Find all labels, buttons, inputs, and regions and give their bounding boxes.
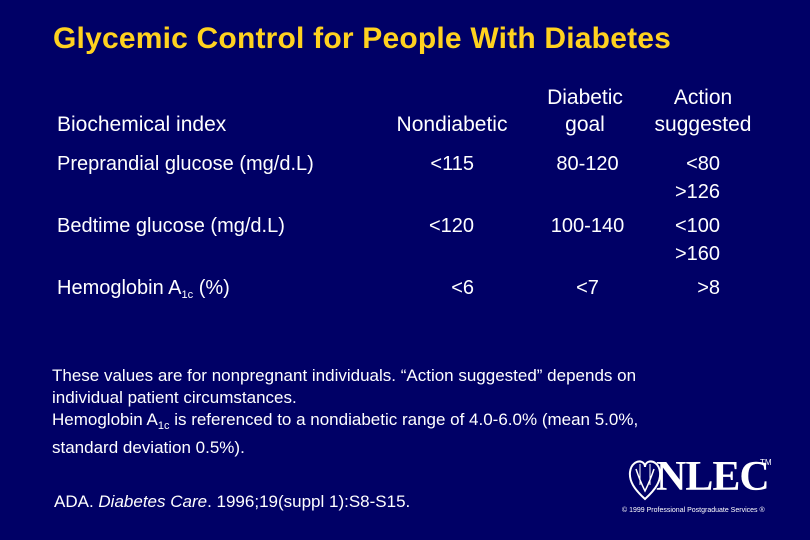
footnote-line2: individual patient circumstances. xyxy=(52,388,297,407)
row-hemoglobin-nondiabetic: <6 xyxy=(451,277,474,299)
logo-text: NLEC xyxy=(656,454,770,500)
row-preprandial-goal: 80-120 xyxy=(556,153,619,175)
copyright-text: © 1999 Professional Postgraduate Service… xyxy=(622,507,765,514)
reference-journal: Diabetes Care xyxy=(98,492,208,511)
header-diabetic-goal: Diabetic goal xyxy=(530,84,640,138)
footnote: These values are for nonpregnant individ… xyxy=(52,365,772,459)
row-bedtime-action-low: <100 xyxy=(674,215,720,237)
row-preprandial-action-high: >126 xyxy=(674,181,720,203)
header-biochemical-index: Biochemical index xyxy=(57,113,227,136)
header-action-line2: suggested xyxy=(654,113,752,136)
reference: ADA. Diabetes Care. 1996;19(suppl 1):S8-… xyxy=(54,492,410,512)
row-bedtime-action-high: >160 xyxy=(674,243,720,265)
row-hemoglobin-action: >8 xyxy=(697,277,720,299)
footnote-line3-prefix: Hemoglobin A xyxy=(52,410,158,429)
row-preprandial-index: Preprandial glucose (mg/d.L) xyxy=(57,153,314,175)
header-diabetic-goal-line1: Diabetic xyxy=(547,86,623,109)
footnote-line3: Hemoglobin A1c is referenced to a nondia… xyxy=(52,409,772,437)
header-action-suggested: Action suggested xyxy=(640,84,766,138)
row-preprandial-action-low: <80 xyxy=(686,153,720,175)
nlec-logo: NLEC xyxy=(628,454,773,501)
header-nondiabetic: Nondiabetic xyxy=(396,113,508,136)
slide-title: Glycemic Control for People With Diabete… xyxy=(53,22,672,55)
footnote-line3-suffix: is referenced to a nondiabetic range of … xyxy=(169,410,639,429)
row-hemoglobin-sub: 1c xyxy=(181,289,194,301)
row-bedtime-goal: 100-140 xyxy=(550,215,625,237)
row-bedtime-index: Bedtime glucose (mg/d.L) xyxy=(57,215,285,237)
row-hemoglobin-index: Hemoglobin A1c (%) xyxy=(57,274,230,310)
row-hemoglobin-suffix: (%) xyxy=(193,277,230,299)
row-hemoglobin-prefix: Hemoglobin A xyxy=(57,277,182,299)
reference-citation: . 1996;19(suppl 1):S8-S15. xyxy=(207,492,411,511)
heart-emblem-icon xyxy=(628,460,662,501)
row-preprandial-nondiabetic: <115 xyxy=(430,153,474,175)
reference-authors: ADA. xyxy=(54,492,99,511)
trademark-mark: TM xyxy=(760,458,772,467)
row-hemoglobin-goal: <7 xyxy=(576,277,599,299)
footnote-line1: These values are for nonpregnant individ… xyxy=(52,366,637,385)
header-action-line1: Action xyxy=(673,86,733,109)
row-bedtime-nondiabetic: <120 xyxy=(428,215,474,237)
footnote-line4: standard deviation 0.5%). xyxy=(52,438,245,457)
header-diabetic-goal-line2: goal xyxy=(565,113,605,136)
footnote-line3-sub: 1c xyxy=(157,420,170,432)
